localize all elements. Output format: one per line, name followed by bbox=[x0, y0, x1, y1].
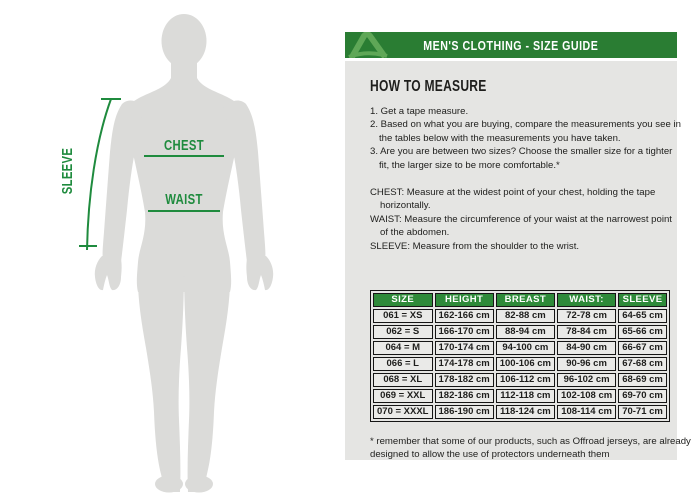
chest-label: CHEST bbox=[164, 138, 204, 154]
left-leg-shape bbox=[137, 268, 184, 492]
size-table-cell: 064 = M bbox=[373, 341, 433, 356]
size-table-row: 066 = L 174-178 cm 100-106 cm 90-96 cm 67-68… bbox=[373, 357, 667, 372]
measurement-marks bbox=[79, 98, 224, 251]
size-table-cell: 066 = L bbox=[373, 357, 433, 372]
waist-label: WAIST bbox=[165, 192, 203, 208]
size-table-cell: 100-106 cm bbox=[495, 357, 555, 372]
size-table-cell: 118-124 cm bbox=[495, 405, 555, 420]
size-table-footnote: * remember that some of our products, su… bbox=[370, 435, 691, 462]
size-table-cell: 068 = XL bbox=[373, 373, 433, 388]
left-foot-shape bbox=[155, 475, 183, 493]
size-table-cell: 061 = XS bbox=[373, 309, 433, 324]
size-table-cell: 90-96 cm bbox=[556, 357, 617, 372]
right-arm-shape bbox=[223, 100, 266, 262]
size-table-header-row: SIZE HEIGHT BREAST WAIST: SLEEVE bbox=[373, 293, 667, 308]
size-table-cell: 166-170 cm bbox=[434, 325, 494, 340]
measure-definition-line: horizontally. bbox=[380, 200, 431, 212]
footnote-line: * remember that some of our products, su… bbox=[370, 436, 691, 448]
measure-definitions: CHEST: Measure at the widest point of yo… bbox=[370, 186, 672, 253]
size-table-row: 062 = S 166-170 cm 88-94 cm 78-84 cm 65-66 c… bbox=[373, 325, 667, 340]
size-table-cell: 106-112 cm bbox=[495, 373, 555, 388]
size-table-cell: 174-178 cm bbox=[434, 357, 494, 372]
size-table-cell: 070 = XXXL bbox=[373, 405, 433, 420]
size-table-header-cell: SIZE bbox=[373, 293, 433, 308]
size-table-cell: 70-71 cm bbox=[618, 405, 667, 420]
size-table-cell: 82-88 cm bbox=[495, 309, 555, 324]
head-shape bbox=[161, 14, 207, 68]
info-panel: HOW TO MEASURE 1. Get a tape measure. 2. … bbox=[345, 61, 691, 462]
size-table-cell: 72-78 cm bbox=[556, 309, 617, 324]
right-foot-shape bbox=[185, 475, 213, 493]
torso-shape bbox=[121, 78, 247, 292]
size-table-cell: 64-65 cm bbox=[618, 309, 667, 324]
size-table-cell: 94-100 cm bbox=[495, 341, 555, 356]
size-table-header-cell: HEIGHT bbox=[434, 293, 494, 308]
size-table-cell: 66-67 cm bbox=[618, 341, 667, 356]
measure-step-line: 1. Get a tape measure. bbox=[370, 106, 469, 117]
how-to-measure-title: HOW TO MEASURE bbox=[370, 78, 487, 95]
size-table-cell: 062 = S bbox=[373, 325, 433, 340]
measure-definition-line: WAIST: Measure the circumference of your… bbox=[370, 213, 672, 225]
size-table-header-cell: BREAST bbox=[495, 293, 555, 308]
left-hand-shape bbox=[94, 256, 122, 291]
size-table-row: 070 = XXXL 186-190 cm 118-124 cm 108-114 cm… bbox=[373, 405, 667, 420]
size-table-cell: 84-90 cm bbox=[556, 341, 617, 356]
size-table-cell: 65-66 cm bbox=[618, 325, 667, 340]
size-table-cell: 88-94 cm bbox=[495, 325, 555, 340]
size-table-row: 068 = XL 178-182 cm 106-112 cm 96-102 cm 68-… bbox=[373, 373, 667, 388]
size-table-cell: 69-70 cm bbox=[618, 389, 667, 404]
size-table-cell: 96-102 cm bbox=[556, 373, 617, 388]
body-shape bbox=[94, 14, 274, 493]
size-table-cell: 186-190 cm bbox=[434, 405, 494, 420]
size-table: SIZE HEIGHT BREAST WAIST: SLEEVE 061 = XS 162-… bbox=[370, 290, 670, 423]
size-table-cell: 68-69 cm bbox=[618, 373, 667, 388]
size-table-row: 064 = M 170-174 cm 94-100 cm 84-90 cm 66-67 … bbox=[373, 341, 667, 356]
size-table-cell: 162-166 cm bbox=[434, 309, 494, 324]
right-leg-shape bbox=[184, 268, 231, 492]
size-table-cell: 112-118 cm bbox=[495, 389, 555, 404]
measure-step-line: 2. Based on what you are buying, compare… bbox=[370, 119, 681, 131]
size-table-cell: 182-186 cm bbox=[434, 389, 494, 404]
measure-steps: 1. Get a tape measure. 2. Based on what y… bbox=[370, 105, 681, 172]
body-silhouette-diagram bbox=[79, 14, 274, 493]
size-table-row: 069 = XXL 182-186 cm 112-118 cm 102-108 cm 6… bbox=[373, 389, 667, 404]
size-table-cell: 178-182 cm bbox=[434, 373, 494, 388]
size-table-cell: 102-108 cm bbox=[556, 389, 617, 404]
header-bar: MEN'S CLOTHING - SIZE GUIDE bbox=[345, 32, 677, 58]
header-title: MEN'S CLOTHING - SIZE GUIDE bbox=[423, 37, 599, 53]
size-table-cell: 170-174 cm bbox=[434, 341, 494, 356]
measure-step-line: the tables below with the measurements y… bbox=[379, 132, 621, 144]
measure-step-line: 3. Are you are between two sizes? Choose… bbox=[370, 146, 673, 158]
measure-definition-line: SLEEVE: Measure from the shoulder to the… bbox=[370, 240, 580, 252]
measure-definition-line: CHEST: Measure at the widest point of yo… bbox=[370, 187, 656, 199]
size-table-row: 061 = XS 162-166 cm 82-88 cm 72-78 cm 64-65 … bbox=[373, 309, 667, 324]
sleeve-measure-curve bbox=[86, 98, 112, 251]
size-table-header-cell: SLEEVE bbox=[618, 293, 667, 308]
footnote-line: designed to allow the use of protectors … bbox=[370, 449, 610, 461]
size-table-cell: 67-68 cm bbox=[618, 357, 667, 372]
size-table-header-cell: WAIST: bbox=[556, 293, 617, 308]
left-arm-shape bbox=[102, 100, 145, 262]
measure-step-line: fit, the larger size to be more comforta… bbox=[379, 159, 560, 171]
acerbis-logo-icon bbox=[348, 32, 388, 58]
right-hand-shape bbox=[246, 256, 274, 291]
sleeve-label: SLEEVE bbox=[60, 147, 76, 195]
size-table-cell: 069 = XXL bbox=[373, 389, 433, 404]
measure-definition-line: of the abdomen. bbox=[380, 227, 450, 239]
size-table-cell: 78-84 cm bbox=[556, 325, 617, 340]
size-table-cell: 108-114 cm bbox=[556, 405, 617, 420]
